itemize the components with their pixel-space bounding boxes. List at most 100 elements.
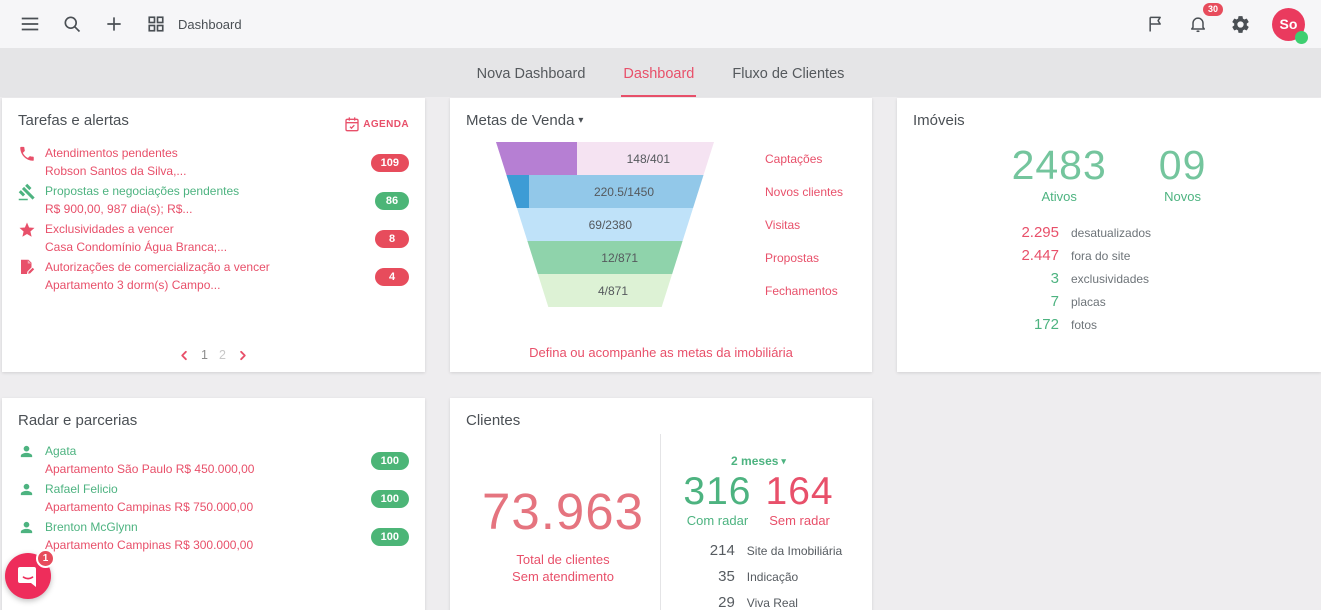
funnel-label-visitas[interactable]: Visitas [765, 217, 801, 232]
dashboard-tabs: Nova Dashboard Dashboard Fluxo de Client… [0, 48, 1321, 97]
funnel-band-value: 148/401 [626, 151, 670, 166]
card-imoveis: Imóveis 2483 Ativos 09 Novos 2.295 desat… [897, 98, 1321, 372]
funnel-label-novos-clientes[interactable]: Novos clientes [765, 184, 844, 199]
stat-value: 3 [1050, 270, 1059, 288]
funnel-chart: 148/401 220.5/1450 69/2380 12/871 4/871 [496, 142, 714, 307]
tab-nova-dashboard[interactable]: Nova Dashboard [476, 65, 586, 82]
clientes-body: 73.963 Total de clientes Sem atendimento… [466, 434, 856, 610]
stat-label: desatualizados [1071, 226, 1152, 241]
metas-title-dropdown[interactable]: Metas de Venda ▾ [466, 112, 856, 129]
alert-title: Autorizações de comercialização a vencer [45, 260, 270, 274]
next-page-icon[interactable] [237, 350, 248, 361]
total-clientes-value: 73.963 [482, 483, 644, 540]
page-number-2[interactable]: 2 [219, 348, 226, 362]
alert-subtitle: Apartamento 3 dorm(s) Campo... [45, 278, 221, 292]
alert-item-atendimentos[interactable]: Atendimentos pendentes Robson Santos da … [18, 144, 409, 182]
funnel-band-captacoes[interactable]: 148/401 [496, 142, 714, 175]
funnel-band-fill [496, 241, 500, 274]
prev-page-icon[interactable] [179, 350, 190, 361]
alert-count-badge: 86 [375, 192, 409, 210]
menu-icon[interactable] [16, 10, 44, 38]
add-icon[interactable] [100, 10, 128, 38]
page-number-1[interactable]: 1 [201, 348, 208, 362]
radar-name: Brenton McGlynn [45, 520, 138, 534]
chat-unread-badge: 1 [36, 549, 55, 568]
search-icon[interactable] [58, 10, 86, 38]
flag-icon[interactable] [1142, 10, 1170, 38]
funnel-band-value: 4/871 [597, 283, 628, 298]
calendar-check-icon [345, 117, 359, 132]
radar-name: Agata [45, 444, 77, 458]
metas-footer-link[interactable]: Defina ou acompanhe as metas da imobiliá… [529, 345, 793, 360]
avatar-initials: So [1279, 16, 1298, 32]
imoveis-novos: 09 Novos [1158, 142, 1207, 204]
funnel-label-captacoes[interactable]: Captações [765, 151, 823, 166]
person-icon [18, 519, 36, 537]
period-dropdown[interactable]: 2 meses ▾ [731, 454, 786, 468]
card-metas-de-venda: Metas de Venda ▾ 148/401 220.5/1450 69/2… [450, 98, 872, 372]
alert-subtitle: Robson Santos da Silva,... [45, 164, 187, 178]
tab-dashboard[interactable]: Dashboard [621, 48, 697, 97]
funnel-band-propostas[interactable]: 12/871 [496, 241, 714, 274]
total-label-line2: Sem atendimento [512, 568, 614, 584]
alert-subtitle: R$ 900,00, 987 dia(s); R$... [45, 202, 193, 216]
notification-count-badge: 30 [1202, 3, 1223, 16]
funnel-band-visitas[interactable]: 69/2380 [496, 208, 714, 241]
agenda-button[interactable]: AGENDA [344, 116, 409, 132]
alert-item-propostas[interactable]: Propostas e negociações pendentes R$ 900… [18, 182, 409, 220]
period-value: 2 meses [731, 454, 779, 468]
tab-fluxo-de-clientes[interactable]: Fluxo de Clientes [732, 65, 845, 82]
alert-list: Atendimentos pendentes Robson Santos da … [18, 144, 409, 296]
phone-icon [18, 145, 36, 163]
imoveis-highlights: 2483 Ativos 09 Novos [913, 142, 1305, 204]
funnel-band-fechamentos[interactable]: 4/871 [496, 274, 714, 307]
funnel-label-propostas[interactable]: Propostas [765, 250, 820, 265]
funnel-band-value: 12/871 [601, 250, 638, 265]
user-avatar[interactable]: So [1272, 7, 1308, 44]
radar-text: Rafael Felicio Apartamento Campinas R$ 7… [45, 480, 361, 516]
stat-value: 2.295 [1021, 224, 1059, 242]
chat-launcher-button[interactable]: 1 [5, 549, 55, 599]
funnel-band-value: 220.5/1450 [593, 184, 654, 199]
contract-signature-icon [18, 259, 36, 277]
alert-item-exclusividades[interactable]: Exclusividades a vencer Casa Condomínio … [18, 220, 409, 258]
funnel-band-fill [496, 274, 498, 307]
agenda-label: AGENDA [363, 118, 409, 130]
chevron-down-icon: ▾ [781, 455, 786, 466]
dashboard-grid-icon[interactable] [142, 10, 170, 38]
radar-subtitle: Apartamento São Paulo R$ 450.000,00 [45, 462, 255, 476]
stat-value: 172 [1033, 316, 1059, 334]
source-label: Viva Real [746, 595, 798, 610]
metas-title: Metas de Venda [466, 112, 575, 129]
settings-gear-icon[interactable] [1226, 10, 1254, 38]
alert-item-autorizacoes[interactable]: Autorizações de comercialização a vencer… [18, 258, 409, 296]
source-row-viva-real: 29 Viva Real [675, 594, 842, 610]
ativos-value: 2483 [1011, 142, 1107, 188]
imoveis-stats: 2.295 desatualizados 2.447 fora do site … [913, 224, 1305, 339]
funnel-band-fill [496, 208, 503, 241]
source-value: 35 [718, 567, 735, 585]
alert-subtitle: Casa Condomínio Água Branca;... [45, 240, 228, 254]
alert-count-badge: 8 [375, 230, 409, 248]
stat-row-placas: 7 placas [913, 293, 1305, 316]
notifications-bell-icon[interactable]: 30 [1184, 3, 1223, 38]
com-radar-label: Com radar [686, 512, 749, 528]
sem-radar-label: Sem radar [769, 512, 830, 528]
funnel-labels: Captações Novos clientes Visitas Propost… [765, 142, 843, 307]
radar-item-rafael-felicio[interactable]: Rafael Felicio Apartamento Campinas R$ 7… [18, 480, 409, 518]
funnel-band-fill [496, 142, 577, 175]
radar-item-brenton-mcglynn[interactable]: Brenton McGlynn Apartamento Campinas R$ … [18, 518, 409, 556]
funnel-label-fechamentos[interactable]: Fechamentos [765, 283, 838, 298]
radar-list: Agata Apartamento São Paulo R$ 450.000,0… [18, 442, 409, 556]
radar-item-agata[interactable]: Agata Apartamento São Paulo R$ 450.000,0… [18, 442, 409, 480]
alert-title: Atendimentos pendentes [45, 146, 178, 160]
stat-value: 7 [1050, 293, 1059, 311]
gavel-icon [18, 183, 36, 201]
funnel-band-novos-clientes[interactable]: 220.5/1450 [496, 175, 714, 208]
clientes-radar-block: 2 meses ▾ 316 Com radar 164 Sem radar 2 [660, 434, 856, 610]
novos-value: 09 [1158, 142, 1207, 188]
alert-count-badge: 4 [375, 268, 409, 286]
stat-row-exclusividades: 3 exclusividades [913, 270, 1305, 293]
total-label-line1: Total de clientes [516, 552, 610, 567]
